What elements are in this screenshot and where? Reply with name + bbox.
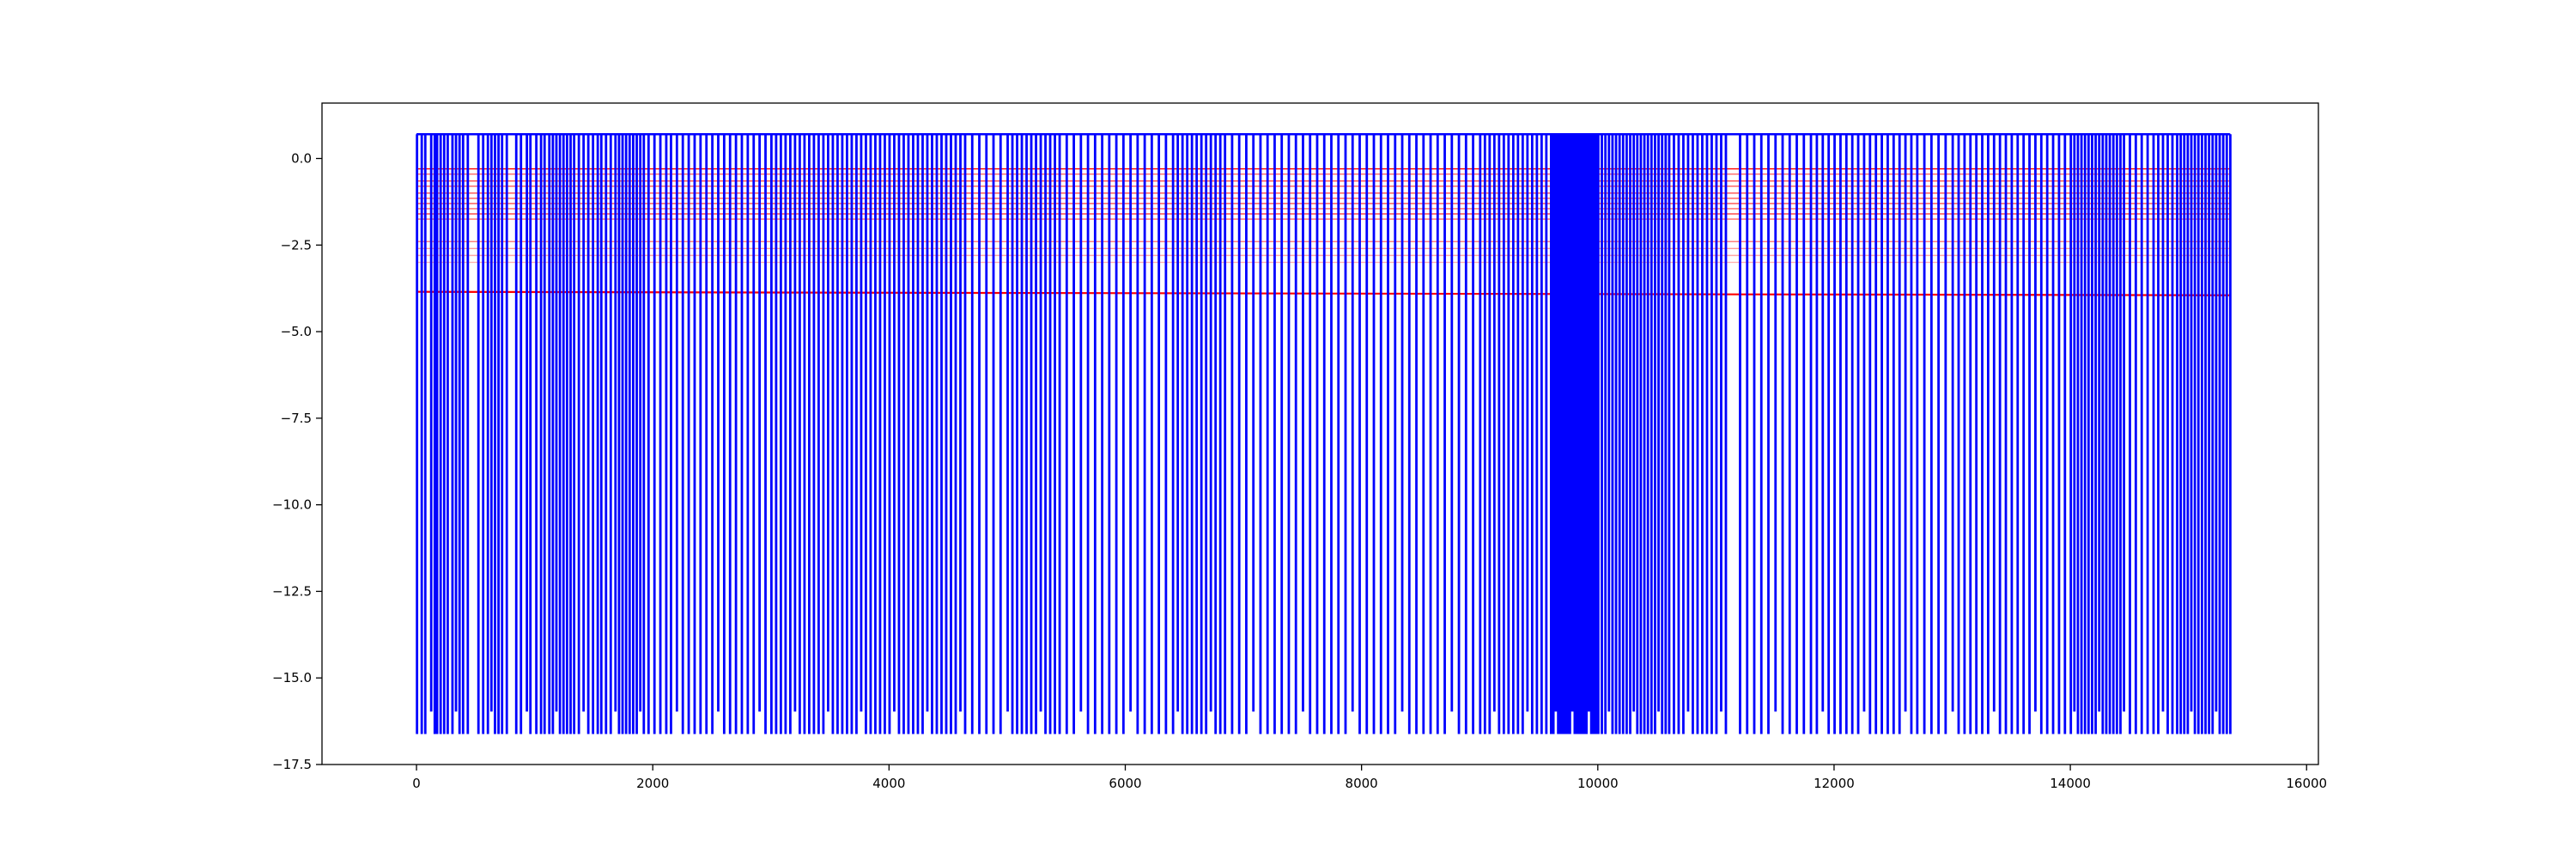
blue-series	[416, 133, 2232, 734]
x-tick-label: 14000	[2050, 776, 2091, 791]
x-tick-label: 2000	[636, 776, 669, 791]
x-tick-label: 8000	[1346, 776, 1378, 791]
axes-frame	[321, 102, 2319, 765]
plot-area	[416, 133, 2232, 734]
y-tick-label: −5.0	[281, 324, 312, 339]
x-axis: 0 2000 4000 6000 8000 10000 12000 14000 16000	[412, 765, 2327, 791]
blue-series-line	[416, 133, 2232, 734]
x-tick-label: 10000	[1577, 776, 1619, 791]
y-tick-label: −7.5	[281, 411, 312, 426]
x-tick-label: 4000	[872, 776, 905, 791]
y-axis: 0.0 −2.5 −5.0 −7.5 −10.0 −12.5 −15.0 −17.5	[272, 151, 322, 772]
y-tick-label: −12.5	[272, 583, 312, 599]
y-tick-label: 0.0	[291, 151, 312, 167]
x-tick-label: 12000	[1814, 776, 1855, 791]
y-tick-label: −15.0	[272, 670, 312, 685]
x-tick-label: 16000	[2286, 776, 2327, 791]
x-tick-label: 0	[412, 776, 421, 791]
x-tick-label: 6000	[1109, 776, 1141, 791]
y-tick-label: −10.0	[272, 497, 312, 513]
y-tick-label: −17.5	[272, 757, 312, 772]
y-tick-label: −2.5	[281, 237, 312, 253]
